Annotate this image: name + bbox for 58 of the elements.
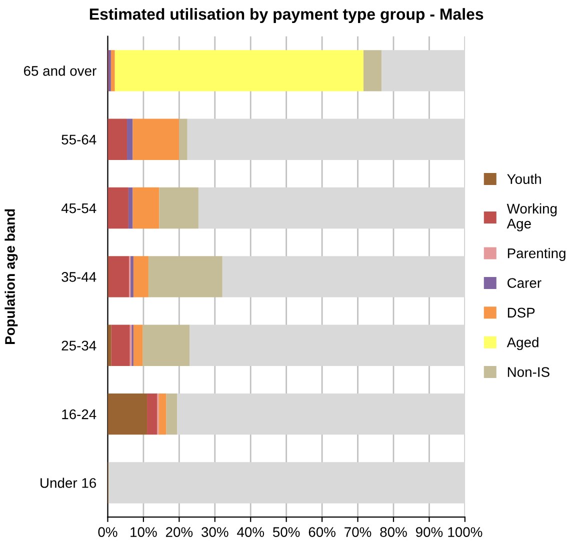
bar	[363, 50, 382, 92]
legend-label: Parenting	[508, 248, 566, 261]
y-tick-label: Under 16	[40, 478, 96, 488]
y-tick-label: 16-24	[62, 409, 96, 420]
y-tick-label: 45-54	[61, 204, 96, 214]
bar	[108, 256, 130, 298]
x-tick-label: 0%	[98, 527, 118, 537]
y-tick-label: 55-64	[62, 134, 96, 145]
bar	[177, 393, 465, 435]
y-tick-label: 25-34	[62, 340, 96, 351]
y-tick-label: 65 and over	[24, 66, 96, 76]
bar	[187, 118, 465, 160]
bar	[133, 324, 143, 366]
bar	[108, 462, 465, 504]
x-tick-label: 40%	[237, 527, 264, 537]
bar	[114, 50, 364, 92]
x-tick-label: 60%	[308, 527, 336, 537]
bar	[133, 256, 148, 298]
legend-label: Working Age	[506, 203, 557, 232]
bar	[111, 324, 130, 366]
bar	[198, 187, 465, 229]
x-tick-label: 90%	[416, 527, 443, 537]
bar	[110, 50, 115, 92]
y-axis-title: Population age band	[4, 209, 18, 344]
bar	[132, 118, 180, 160]
x-tick-label: 20%	[166, 527, 193, 537]
bar	[108, 118, 128, 160]
bar	[132, 187, 160, 229]
bar	[128, 187, 133, 229]
x-tick-label: 70%	[344, 527, 372, 537]
bar	[108, 324, 112, 366]
bar	[190, 324, 465, 366]
bar	[148, 256, 222, 298]
x-tick-label: 100%	[448, 527, 482, 537]
legend-label: Carer	[508, 278, 542, 288]
x-tick-label: 30%	[202, 527, 228, 537]
x-tick-label: 80%	[380, 527, 407, 537]
bar	[142, 324, 190, 366]
bar	[166, 393, 178, 435]
x-tick-label: 10%	[130, 527, 157, 537]
legend-label: Youth	[507, 174, 541, 184]
bar	[222, 256, 465, 298]
bar	[179, 118, 188, 160]
legend-label: DSP	[508, 308, 535, 318]
bar	[127, 118, 133, 160]
bar	[108, 393, 148, 435]
bar	[108, 50, 111, 92]
bar	[382, 50, 465, 92]
bar	[130, 256, 134, 298]
y-tick-label: 35-44	[62, 272, 96, 282]
chart-title: Estimated utilisation by payment type group - Males	[90, 8, 484, 24]
x-tick-label: 50%	[272, 527, 300, 537]
bar	[108, 187, 128, 229]
legend-label: Non-IS	[508, 367, 550, 377]
bar	[158, 393, 166, 435]
bar	[147, 393, 158, 435]
bar	[159, 187, 198, 229]
legend-label: Aged	[506, 337, 538, 350]
